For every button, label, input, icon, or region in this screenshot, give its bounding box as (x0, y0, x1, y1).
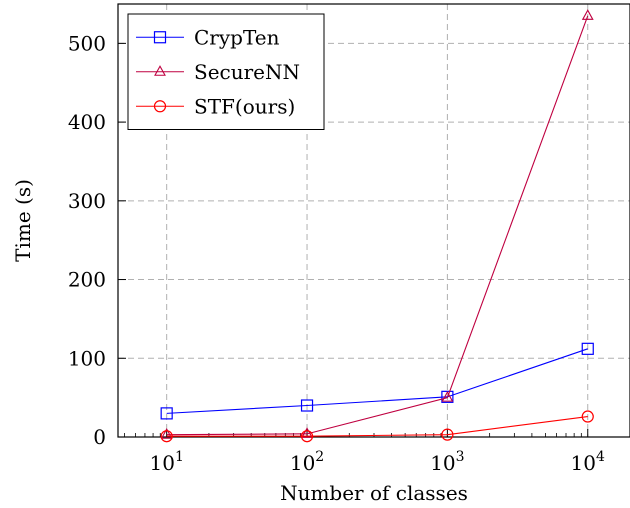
legend-item: CrypTen (136, 25, 280, 49)
series-securenn (160, 9, 594, 439)
series-line (166, 348, 588, 414)
data-point (300, 430, 314, 443)
x-tick-label: 104 (571, 449, 605, 475)
data-point (300, 399, 314, 412)
data-point (301, 427, 313, 438)
series-line (166, 415, 588, 437)
y-tick-label: 500 (68, 31, 106, 55)
legend-marker (153, 100, 167, 113)
series-line (166, 15, 589, 436)
y-tick-label: 200 (68, 268, 106, 292)
legend-item: STF(ours) (136, 94, 295, 118)
data-point (160, 430, 173, 443)
y-tick-label: 0 (93, 425, 106, 449)
series-crypten (160, 342, 594, 420)
data-point (441, 391, 454, 402)
legend: CrypTen SecureNN STF(ours) (127, 13, 325, 130)
y-axis-title: Time (s) (11, 179, 35, 262)
axis-ticks: 101 102 103 104 0 100 200 300 400 500 (68, 31, 605, 475)
legend-marker (153, 31, 167, 44)
series-stf-ours (160, 410, 594, 443)
data-point (441, 428, 454, 441)
y-tick-label: 100 (68, 346, 106, 370)
data-point (581, 410, 594, 423)
legend-item: SecureNN (136, 60, 300, 84)
x-tick-label: 103 (430, 449, 464, 475)
x-tick-label: 101 (149, 449, 183, 475)
legend-label: CrypTen (194, 25, 280, 49)
legend-marker (154, 65, 166, 76)
y-tick-label: 400 (68, 110, 106, 134)
legend-label: SecureNN (194, 60, 300, 84)
data-point (581, 342, 594, 355)
y-tick-label: 300 (68, 189, 106, 213)
legend-label: STF(ours) (194, 94, 295, 118)
data-point (581, 9, 594, 20)
data-point (160, 407, 173, 420)
data-point (160, 428, 173, 439)
series-group (160, 9, 594, 443)
x-axis-title: Number of classes (280, 481, 468, 505)
x-tick-label: 102 (290, 449, 324, 475)
